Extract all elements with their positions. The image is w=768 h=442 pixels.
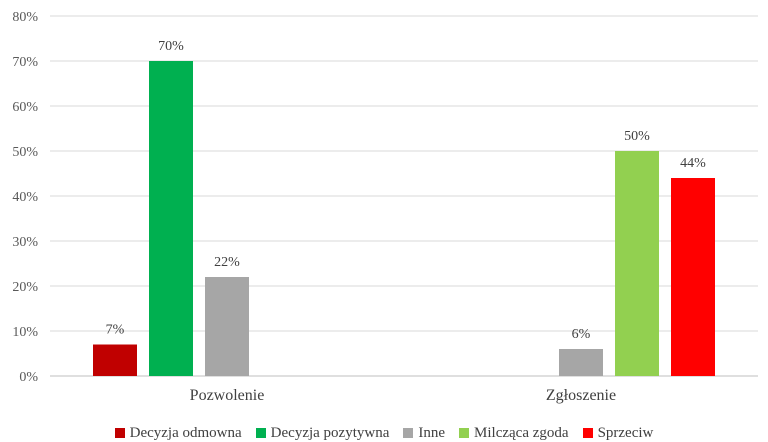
data-labels: 7% 70% 22% 6% 50% 44%	[106, 39, 707, 342]
y-tick-label: 30%	[12, 235, 38, 250]
legend-swatch	[255, 428, 266, 438]
legend-item: Milcząca zgoda	[459, 425, 569, 442]
legend-swatch	[114, 428, 125, 438]
data-label: 70%	[158, 39, 184, 54]
legend-label: Sprzeciw	[597, 424, 654, 441]
y-tick-label: 60%	[12, 100, 38, 115]
legend-label: Decyzja pozytywna	[270, 424, 390, 441]
legend-label: Inne	[418, 424, 446, 441]
data-label: 22%	[214, 255, 240, 270]
y-tick-label: 50%	[12, 145, 38, 160]
legend-item: Decyzja odmowna	[114, 424, 242, 442]
legend-item: Inne	[403, 425, 445, 442]
bar-decyzja-pozytywna-0	[149, 61, 193, 376]
legend-label: Milcząca zgoda	[474, 424, 569, 441]
legend: Decyzja odmowna Decyzja pozytywna Inne Milc…	[0, 424, 768, 442]
y-tick-label: 0%	[19, 370, 38, 385]
legend-item: Sprzeciw	[582, 424, 654, 442]
x-axis-categories: Pozwolenie Zgłoszenie	[190, 387, 616, 404]
y-tick-label: 80%	[12, 10, 38, 25]
bar-inne-1	[559, 349, 603, 376]
legend-swatch	[459, 428, 470, 438]
data-label: 7%	[106, 323, 125, 338]
y-tick-label: 10%	[12, 325, 38, 340]
y-tick-label: 40%	[12, 190, 38, 205]
data-label: 50%	[624, 129, 650, 144]
bars	[93, 61, 715, 376]
bar-decyzja-odmowna-0	[93, 344, 137, 376]
y-axis-ticks: 0% 10% 20% 30% 40% 50% 60% 70% 80%	[12, 10, 38, 385]
bar-milcząca-zgoda-1	[615, 151, 659, 376]
bar-inne-0	[205, 277, 249, 376]
x-category-label: Pozwolenie	[190, 387, 265, 404]
y-tick-label: 70%	[12, 55, 38, 70]
bar-sprzeciw-1	[671, 178, 715, 376]
y-tick-label: 20%	[12, 280, 38, 295]
legend-swatch	[582, 428, 593, 438]
data-label: 44%	[680, 156, 706, 171]
legend-label: Decyzja odmowna	[129, 424, 242, 441]
legend-item: Decyzja pozytywna	[255, 424, 390, 442]
data-label: 6%	[572, 327, 591, 342]
legend-swatch	[403, 428, 414, 438]
x-category-label: Zgłoszenie	[546, 387, 616, 404]
